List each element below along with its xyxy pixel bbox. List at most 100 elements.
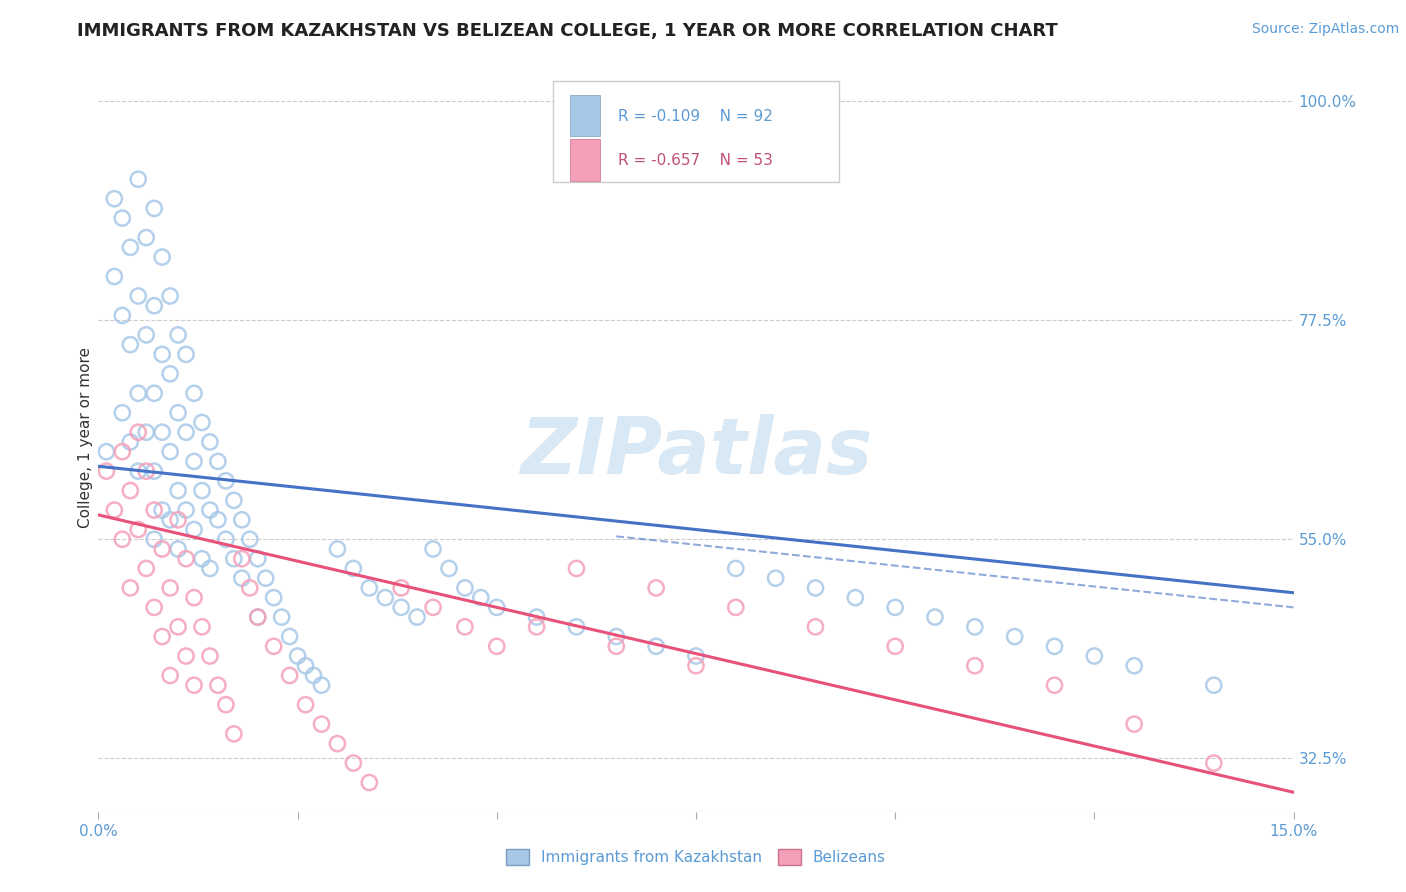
Point [270,610,292,624]
Point [191,416,214,430]
Point [174,648,197,663]
Point [215,698,238,712]
Point [120,581,142,595]
Point [326,737,349,751]
Point [150,425,173,440]
Point [222,493,245,508]
Point [605,630,627,644]
Point [645,640,668,654]
Point [127,523,149,537]
Point [143,386,166,401]
Point [167,620,190,634]
Point [359,775,381,789]
Point [406,610,429,624]
Point [685,648,707,663]
Text: IMMIGRANTS FROM KAZAKHSTAN VS BELIZEAN COLLEGE, 1 YEAR OR MORE CORRELATION CHART: IMMIGRANTS FROM KAZAKHSTAN VS BELIZEAN C… [77,22,1059,40]
Point [111,211,134,226]
Point [294,698,316,712]
Point [1202,756,1225,770]
Point [422,541,444,556]
Point [174,425,197,440]
Point [111,444,134,458]
Point [485,600,508,615]
Point [159,444,181,458]
Point [326,541,349,556]
Point [924,610,946,624]
Point [278,630,301,644]
Point [127,464,149,478]
Point [127,425,149,440]
Point [150,250,173,264]
Point [470,591,492,605]
Point [143,503,166,517]
Point [685,658,707,673]
Point [302,668,325,682]
Point [103,503,125,517]
Point [1004,630,1026,644]
Point [215,533,238,547]
Point [804,581,827,595]
Point [120,240,142,254]
Point [143,299,166,313]
Point [111,309,134,323]
Point [1202,678,1225,692]
Point [96,464,118,478]
Text: Source: ZipAtlas.com: Source: ZipAtlas.com [1251,22,1399,37]
Point [884,640,907,654]
Point [159,367,181,381]
Text: R = -0.109    N = 92: R = -0.109 N = 92 [619,109,773,124]
Point [565,620,588,634]
Point [765,571,787,585]
Text: ZIPatlas: ZIPatlas [520,414,872,490]
Point [963,658,986,673]
Point [120,337,142,351]
Point [254,571,277,585]
Point [645,581,668,595]
Point [526,620,548,634]
Point [422,600,444,615]
Point [207,678,229,692]
Point [342,561,364,575]
Point [191,620,214,634]
Point [526,610,548,624]
Point [287,648,309,663]
Point [207,454,229,468]
Point [389,600,412,615]
Point [135,425,157,440]
Point [174,551,197,566]
Point [222,727,245,741]
Point [278,668,301,682]
FancyBboxPatch shape [571,95,600,136]
Point [174,503,197,517]
Point [183,591,205,605]
Point [724,600,747,615]
Point [183,678,205,692]
Point [174,347,197,361]
Point [198,503,221,517]
Point [884,600,907,615]
Point [1043,678,1066,692]
Point [150,503,173,517]
Point [103,269,125,284]
Point [143,464,166,478]
Point [96,444,118,458]
Point [150,541,173,556]
Point [150,630,173,644]
Point [342,756,364,770]
Point [359,581,381,595]
Y-axis label: College, 1 year or more: College, 1 year or more [77,347,93,527]
Point [191,551,214,566]
Point [198,561,221,575]
Point [127,289,149,303]
Point [143,533,166,547]
Point [246,551,269,566]
Point [389,581,412,595]
Point [263,591,285,605]
Point [135,230,157,244]
Point [159,581,181,595]
Point [159,289,181,303]
Point [239,581,262,595]
Point [135,561,157,575]
Point [183,523,205,537]
Point [231,551,253,566]
